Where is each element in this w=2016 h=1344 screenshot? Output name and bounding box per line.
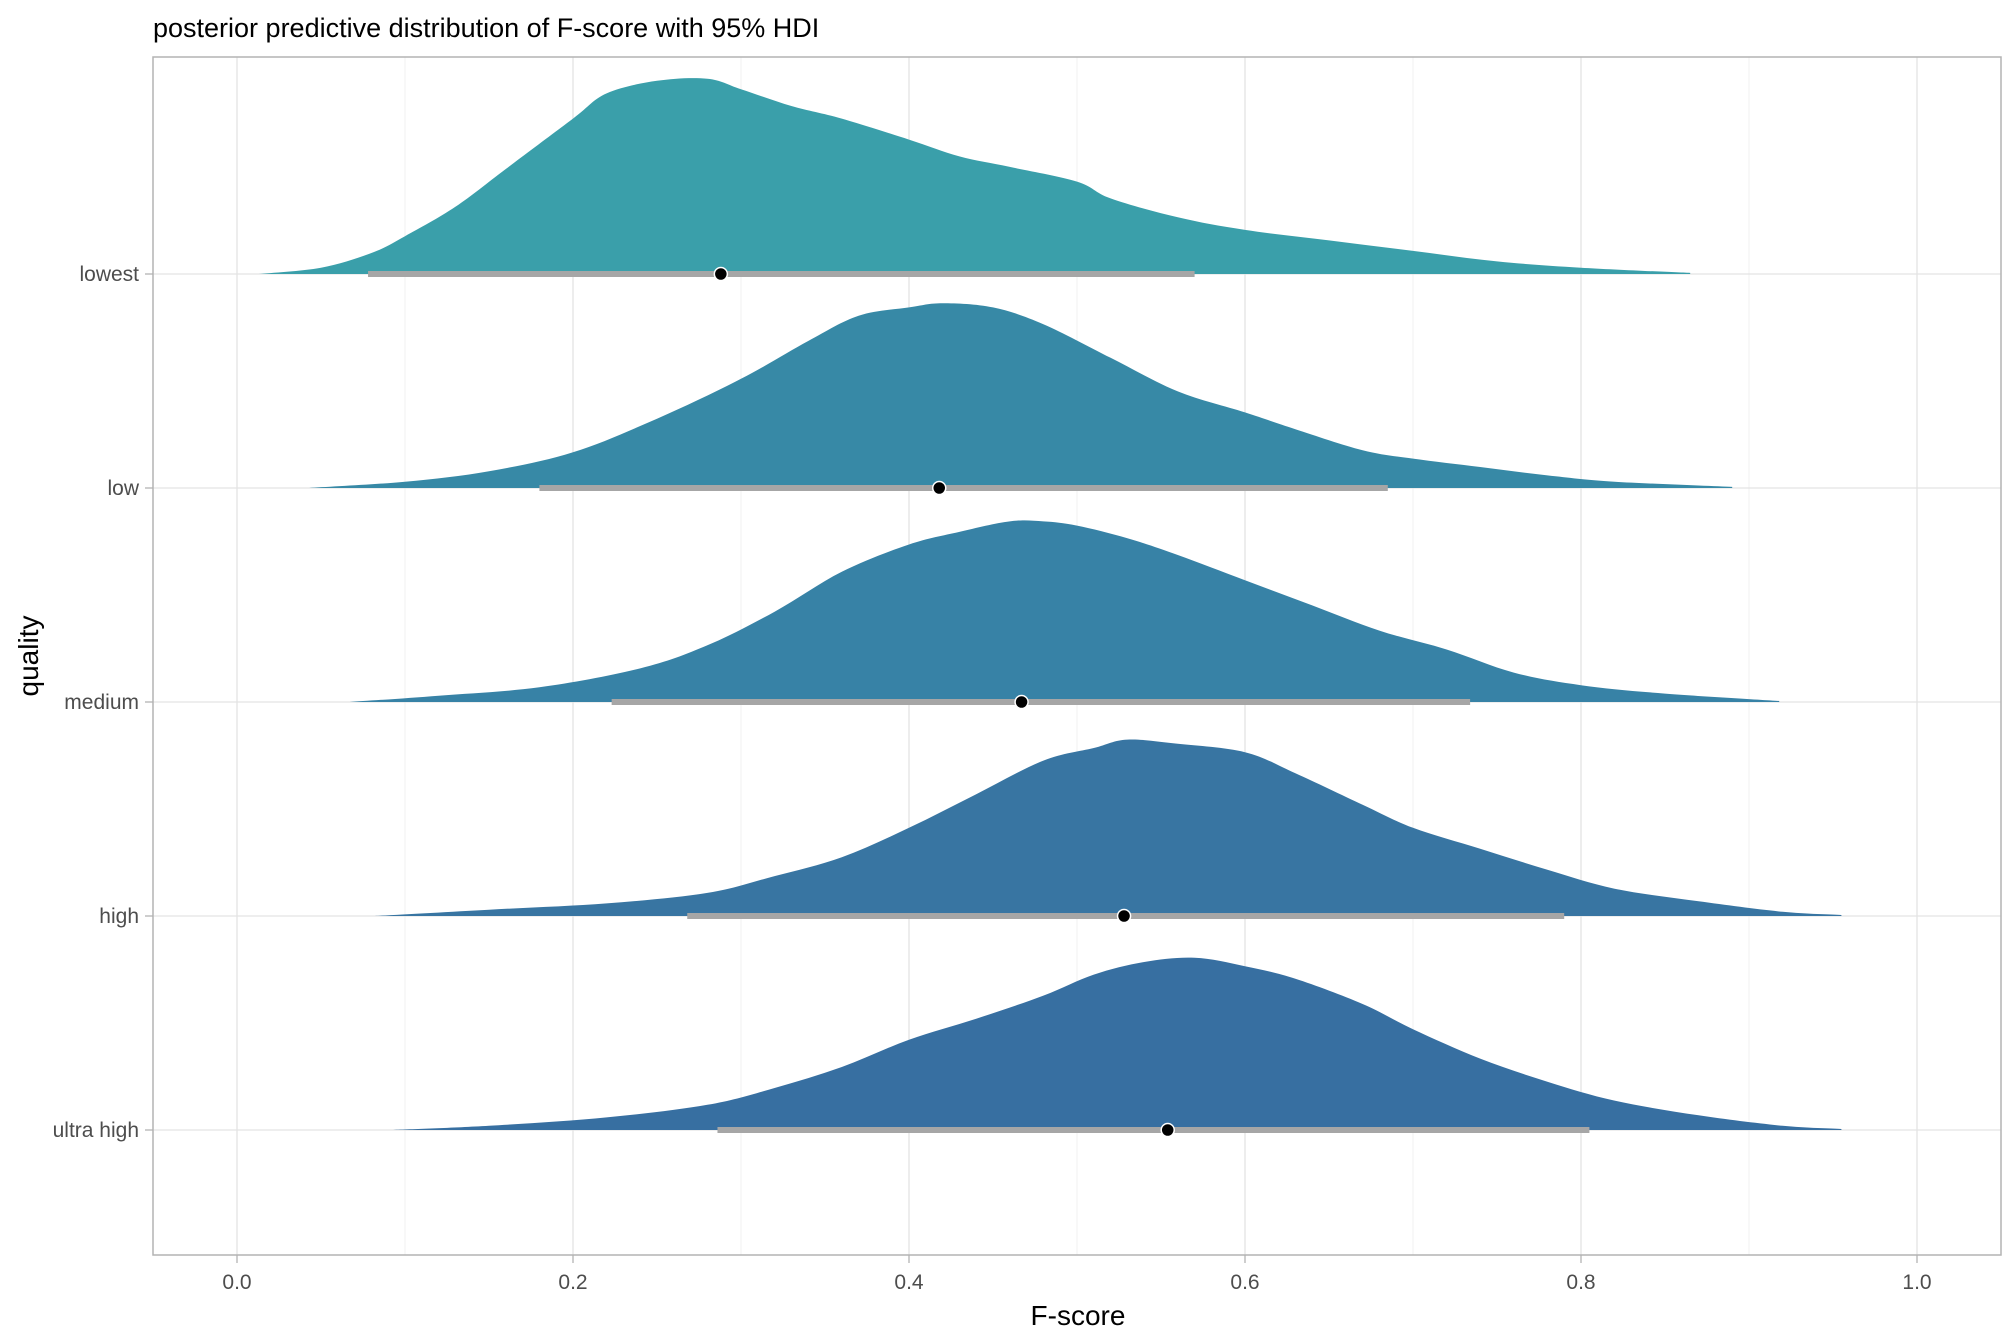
x-tick-label: 0.0 [222, 1271, 251, 1294]
y-tick-label: medium [64, 691, 139, 714]
y-tick-label: high [99, 905, 139, 928]
x-tick-label: 0.8 [1566, 1271, 1595, 1294]
point-estimate-low [931, 480, 947, 496]
density-ridge-high [374, 739, 1842, 916]
x-tick-label: 0.6 [1230, 1271, 1259, 1294]
hdi-intervals [368, 266, 1590, 1138]
y-tick-label: low [107, 477, 139, 500]
point-estimate-ultra-high [1160, 1122, 1175, 1138]
y-axis: lowest low medium high ultra high [53, 263, 153, 1142]
panel-border [152, 56, 2002, 1256]
density-ridge-low [309, 303, 1733, 488]
density-ridges [258, 78, 1842, 1130]
y-tick-label: lowest [79, 263, 139, 286]
point-estimate-high [1116, 908, 1132, 924]
x-tick-label: 0.4 [894, 1271, 924, 1294]
y-tick-label: ultra high [53, 1119, 139, 1142]
x-axis-title: F-score [1031, 1300, 1126, 1331]
density-ridge-lowest [258, 78, 1691, 274]
point-estimate-lowest [713, 266, 729, 282]
y-axis-title: quality [13, 616, 44, 697]
x-tick-label: 0.2 [558, 1271, 587, 1294]
x-axis: 0.0 0.2 0.4 0.6 0.8 1.0 [222, 1255, 1932, 1294]
density-ridge-ultra-high [393, 957, 1842, 1130]
chart-title: posterior predictive distribution of F-s… [153, 13, 819, 43]
x-tick-label: 1.0 [1902, 1271, 1931, 1294]
density-ridge-medium [349, 520, 1780, 702]
point-estimate-medium [1014, 694, 1029, 710]
